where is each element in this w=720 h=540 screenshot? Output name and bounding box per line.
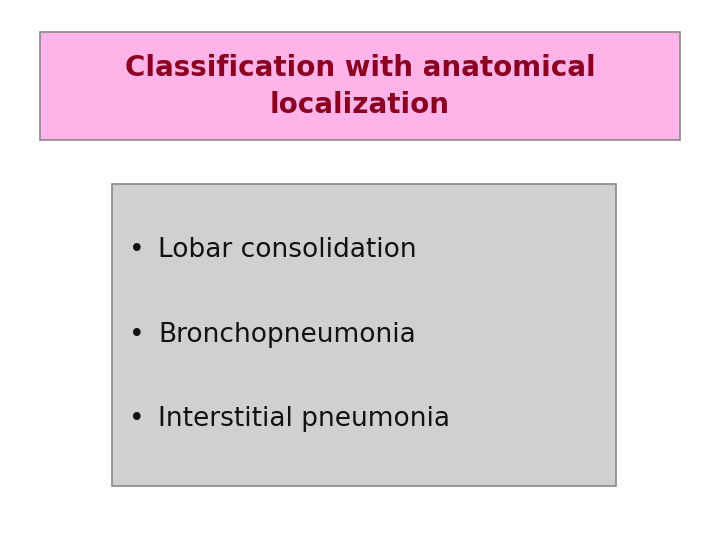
Text: Classification with anatomical
localization: Classification with anatomical localizat… — [125, 54, 595, 119]
Text: Bronchopneumonia: Bronchopneumonia — [158, 322, 416, 348]
Text: Interstitial pneumonia: Interstitial pneumonia — [158, 407, 451, 433]
Text: Lobar consolidation: Lobar consolidation — [158, 237, 417, 263]
Text: •: • — [129, 407, 145, 433]
FancyBboxPatch shape — [112, 184, 616, 486]
Text: •: • — [129, 322, 145, 348]
FancyBboxPatch shape — [40, 32, 680, 140]
Text: •: • — [129, 237, 145, 263]
